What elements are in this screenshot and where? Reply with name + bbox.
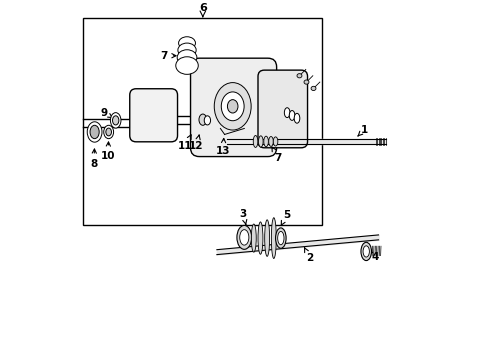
Ellipse shape bbox=[311, 86, 316, 90]
Ellipse shape bbox=[269, 136, 273, 147]
Ellipse shape bbox=[87, 122, 102, 142]
Ellipse shape bbox=[178, 43, 196, 57]
Ellipse shape bbox=[265, 220, 270, 256]
Ellipse shape bbox=[304, 80, 309, 84]
Ellipse shape bbox=[253, 135, 258, 148]
FancyBboxPatch shape bbox=[258, 70, 308, 148]
Ellipse shape bbox=[278, 231, 284, 245]
Bar bbox=[83, 18, 322, 225]
Ellipse shape bbox=[113, 116, 119, 125]
Ellipse shape bbox=[289, 111, 295, 120]
Ellipse shape bbox=[259, 136, 263, 147]
Ellipse shape bbox=[90, 125, 99, 139]
Text: 4: 4 bbox=[368, 251, 379, 262]
Ellipse shape bbox=[275, 228, 286, 248]
Ellipse shape bbox=[284, 108, 290, 118]
Text: 7: 7 bbox=[272, 147, 282, 163]
Ellipse shape bbox=[237, 225, 252, 249]
Text: 7: 7 bbox=[161, 51, 176, 61]
Ellipse shape bbox=[361, 242, 371, 261]
Ellipse shape bbox=[177, 50, 197, 65]
Ellipse shape bbox=[214, 82, 251, 130]
Text: 5: 5 bbox=[281, 210, 290, 226]
Text: 9: 9 bbox=[101, 108, 113, 118]
Ellipse shape bbox=[199, 114, 207, 125]
Text: 13: 13 bbox=[216, 139, 230, 156]
Ellipse shape bbox=[297, 74, 302, 78]
Text: 10: 10 bbox=[101, 142, 115, 161]
Text: 1: 1 bbox=[358, 125, 368, 136]
Text: 11: 11 bbox=[178, 135, 193, 151]
Text: 2: 2 bbox=[304, 248, 314, 264]
Ellipse shape bbox=[240, 230, 249, 245]
Ellipse shape bbox=[271, 218, 276, 258]
Text: 6: 6 bbox=[199, 3, 207, 13]
Ellipse shape bbox=[204, 116, 211, 125]
Ellipse shape bbox=[178, 37, 196, 49]
Text: 8: 8 bbox=[90, 149, 98, 168]
Ellipse shape bbox=[106, 128, 112, 136]
FancyBboxPatch shape bbox=[191, 58, 277, 157]
Ellipse shape bbox=[251, 224, 256, 252]
Ellipse shape bbox=[258, 222, 263, 254]
Ellipse shape bbox=[264, 136, 269, 147]
Ellipse shape bbox=[176, 57, 198, 75]
Ellipse shape bbox=[221, 92, 244, 121]
Ellipse shape bbox=[273, 137, 278, 146]
Ellipse shape bbox=[110, 113, 121, 128]
Text: 3: 3 bbox=[240, 209, 247, 225]
Ellipse shape bbox=[294, 113, 300, 123]
FancyBboxPatch shape bbox=[130, 89, 177, 142]
Text: 12: 12 bbox=[189, 135, 204, 151]
Ellipse shape bbox=[104, 125, 114, 139]
Ellipse shape bbox=[227, 100, 238, 113]
Ellipse shape bbox=[363, 246, 369, 257]
